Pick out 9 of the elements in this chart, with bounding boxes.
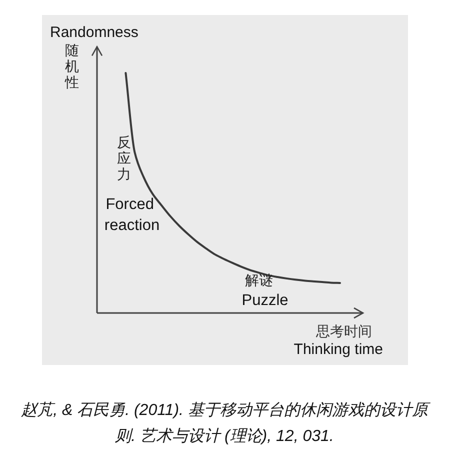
annotation: Forced reaction bbox=[104, 196, 160, 234]
y-axis-title: Randomness bbox=[50, 24, 138, 41]
x-axis-title: Thinking time bbox=[294, 341, 383, 358]
annotation: Puzzle bbox=[242, 292, 288, 309]
text: 赵芃, & 石民勇. (2011). 基于移动平台的休闲游戏的设计原则. 艺术与设计 (理论), 12, 031. bbox=[20, 400, 432, 447]
vertical-text: 反应力 bbox=[117, 135, 131, 183]
text: 思考时间 bbox=[315, 324, 372, 340]
annotation: 解谜 bbox=[245, 273, 273, 289]
vertical-text: 随机性 bbox=[65, 43, 79, 91]
